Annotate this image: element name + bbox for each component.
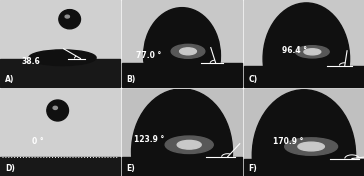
Ellipse shape bbox=[263, 3, 349, 115]
Bar bbox=[122, 157, 242, 176]
Bar bbox=[244, 159, 364, 176]
Bar bbox=[0, 59, 120, 87]
Bar bbox=[0, 0, 120, 59]
Bar bbox=[122, 0, 242, 63]
Bar bbox=[122, 89, 242, 157]
Text: E): E) bbox=[127, 164, 135, 173]
Ellipse shape bbox=[143, 8, 221, 104]
Text: C): C) bbox=[249, 75, 258, 84]
Ellipse shape bbox=[285, 138, 337, 155]
Bar bbox=[122, 63, 242, 87]
Text: D): D) bbox=[5, 164, 15, 173]
Ellipse shape bbox=[296, 46, 329, 58]
Ellipse shape bbox=[53, 106, 58, 109]
Text: 77.0 °: 77.0 ° bbox=[136, 51, 162, 60]
Text: A): A) bbox=[5, 75, 14, 84]
Text: 123.9 °: 123.9 ° bbox=[134, 135, 164, 144]
Text: B): B) bbox=[127, 75, 136, 84]
Ellipse shape bbox=[59, 10, 80, 29]
Bar bbox=[0, 89, 120, 157]
Bar bbox=[244, 89, 364, 159]
Ellipse shape bbox=[29, 50, 96, 66]
Bar bbox=[244, 65, 364, 87]
Ellipse shape bbox=[165, 136, 213, 153]
Bar bbox=[0, 157, 120, 176]
Ellipse shape bbox=[252, 90, 356, 176]
Ellipse shape bbox=[304, 49, 321, 55]
Ellipse shape bbox=[47, 100, 68, 121]
Text: 38.6: 38.6 bbox=[21, 57, 40, 66]
Text: 170.9 °: 170.9 ° bbox=[273, 137, 303, 146]
Ellipse shape bbox=[177, 140, 201, 149]
Ellipse shape bbox=[65, 15, 70, 18]
Ellipse shape bbox=[131, 89, 233, 176]
Text: 0 °: 0 ° bbox=[32, 137, 44, 146]
Ellipse shape bbox=[298, 142, 324, 151]
Bar bbox=[244, 0, 364, 65]
Ellipse shape bbox=[179, 48, 197, 55]
Ellipse shape bbox=[171, 44, 205, 58]
Text: F): F) bbox=[249, 164, 257, 173]
Text: 96.4 °: 96.4 ° bbox=[282, 46, 307, 55]
